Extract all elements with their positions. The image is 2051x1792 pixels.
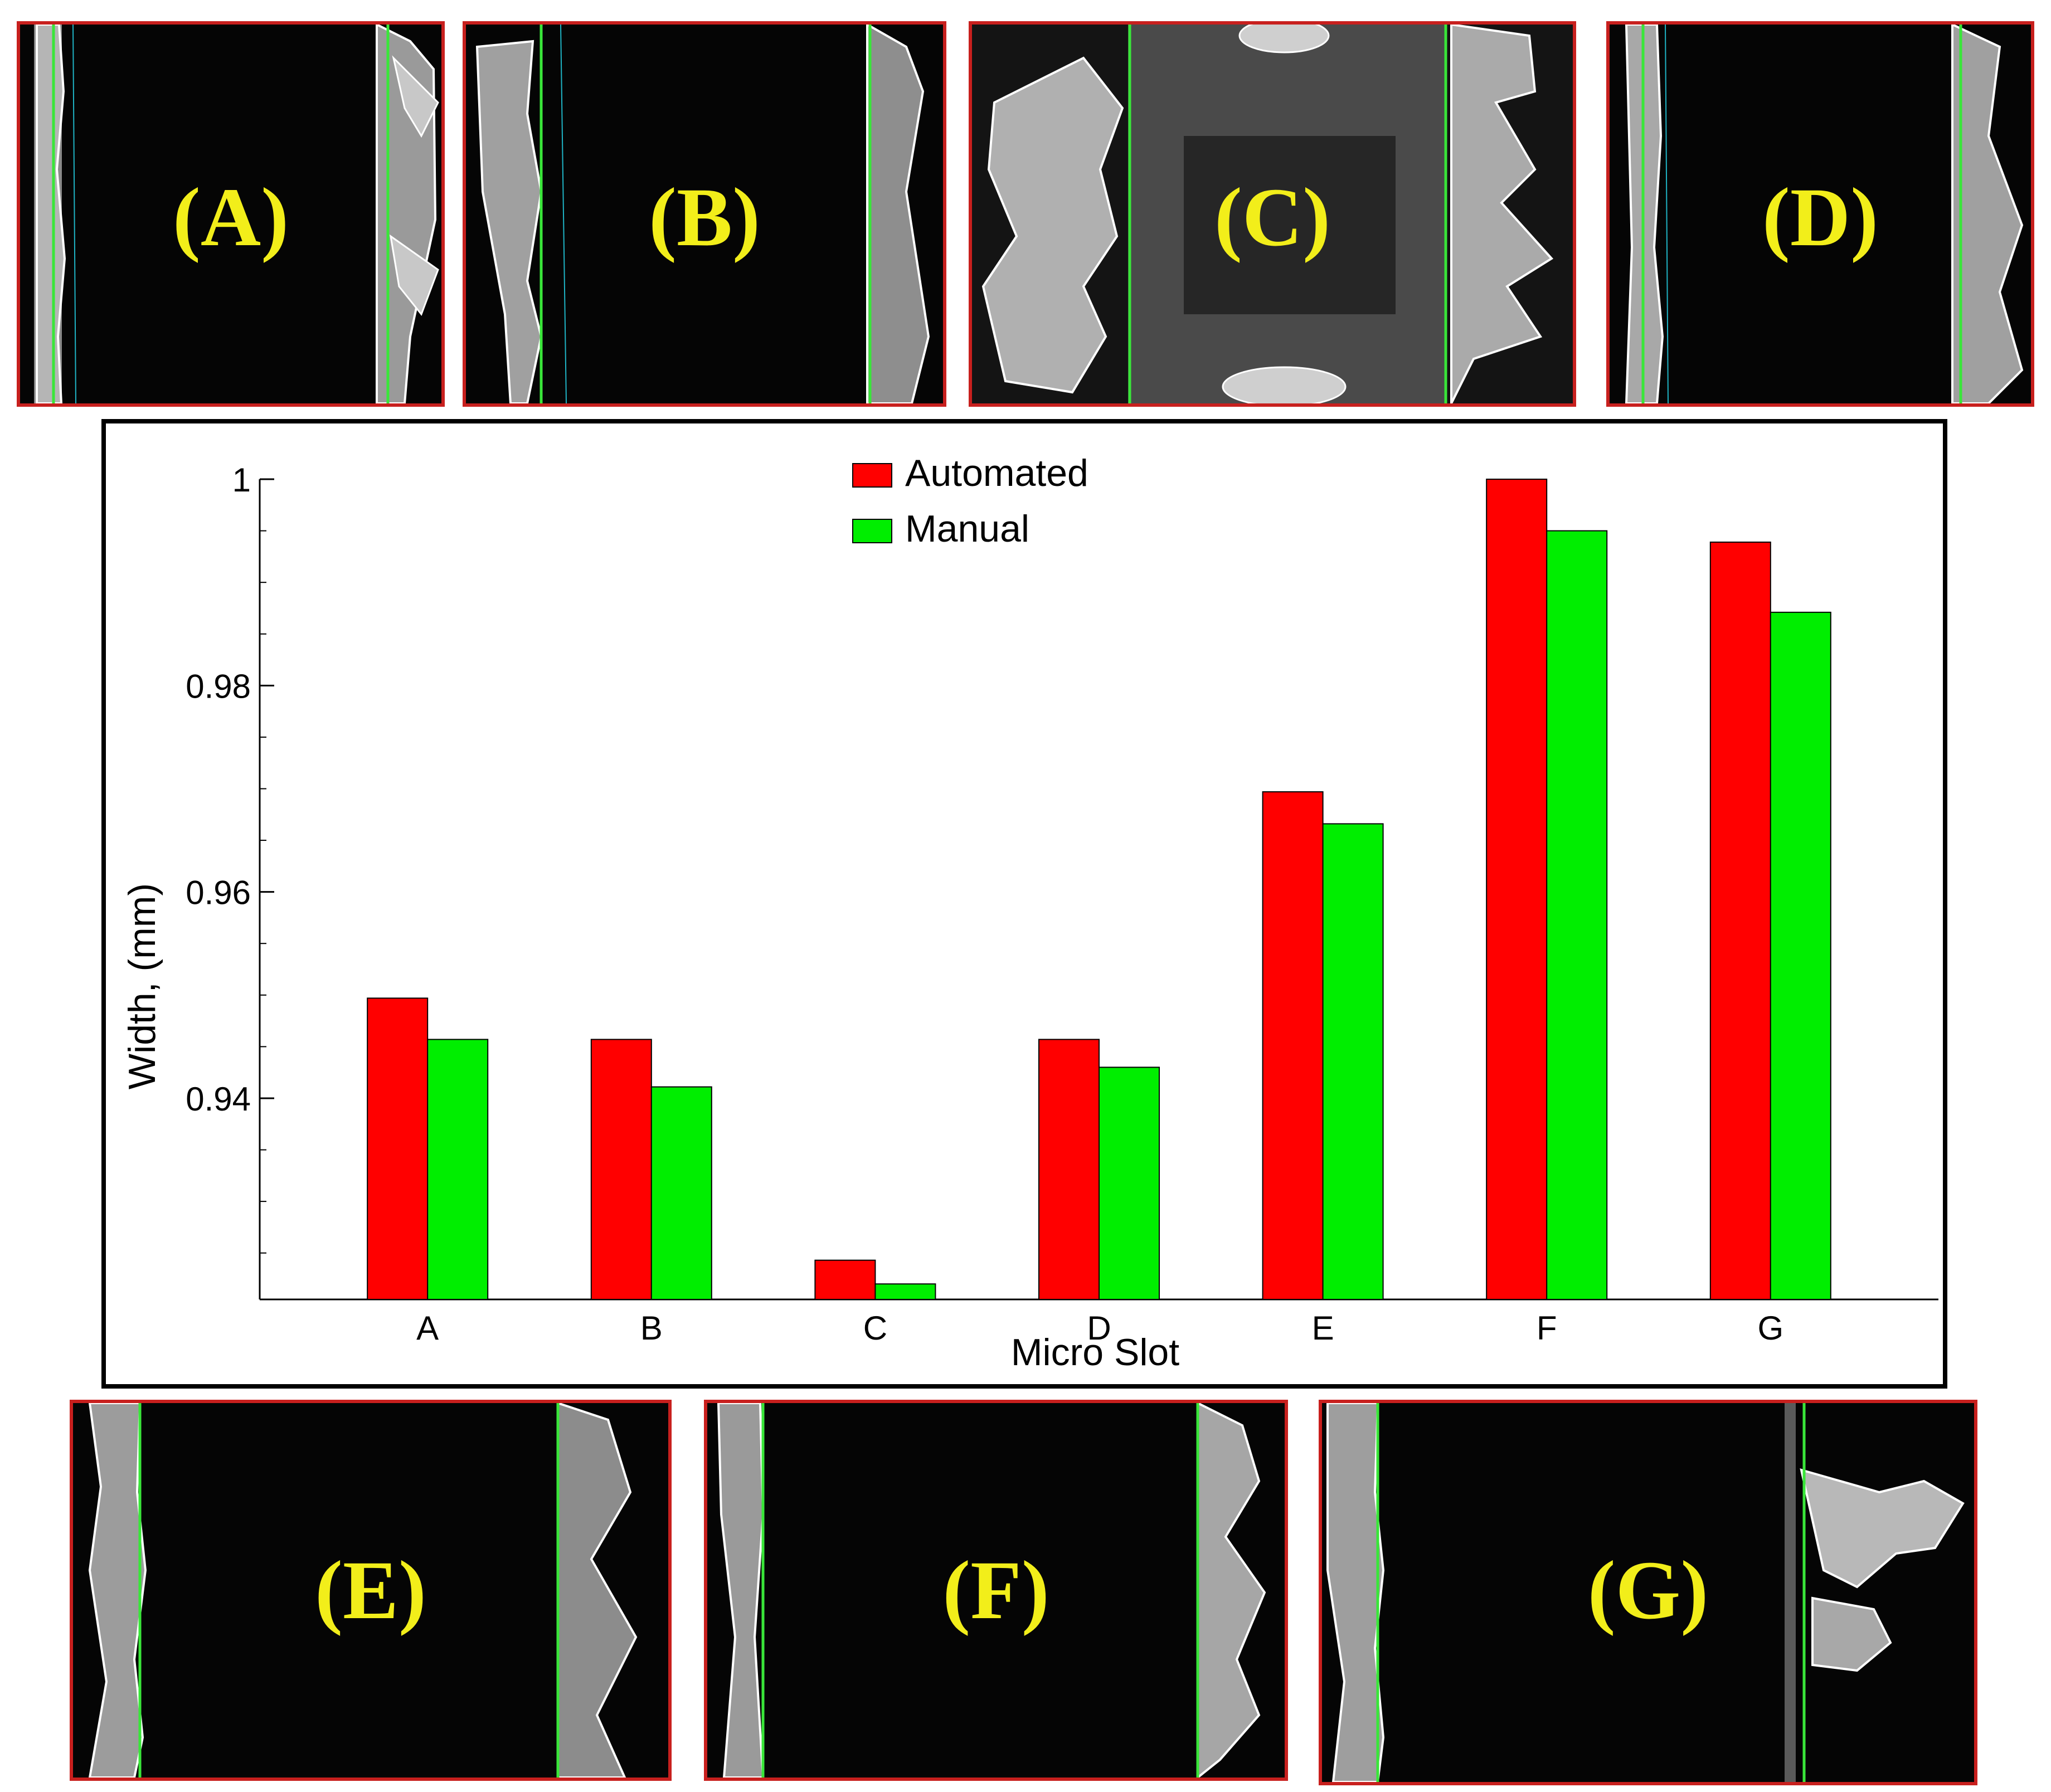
micrograph-panel-e: (E) xyxy=(70,1400,672,1781)
micrograph-panel-b: (B) xyxy=(463,21,946,407)
legend-swatch-automated xyxy=(852,463,892,488)
x-axis-label: Micro Slot xyxy=(1011,1331,1179,1374)
bar-automated-f xyxy=(1486,479,1548,1300)
y-tick-label: 1 xyxy=(232,461,251,499)
chart-axes: 0.94 0.96 0.98 1 A B C D E F G xyxy=(186,461,1938,1347)
panel-d-texture xyxy=(1625,25,2024,403)
micrograph-panel-d: (D) xyxy=(1606,21,2034,407)
micrograph-panel-c: (C) xyxy=(969,21,1576,407)
bar-automated-e xyxy=(1262,791,1324,1300)
x-tick-label: A xyxy=(416,1309,439,1347)
panel-g-texture xyxy=(1326,1403,1965,1782)
bar-manual-e xyxy=(1322,823,1384,1300)
x-tick-label: C xyxy=(863,1309,887,1347)
legend-label-automated: Automated xyxy=(905,452,1088,494)
bar-manual-b xyxy=(650,1086,712,1300)
micrograph-panel-g: (G) xyxy=(1319,1400,1977,1785)
y-tick-label: 0.94 xyxy=(186,1080,251,1118)
panel-label-a: (A) xyxy=(172,171,289,264)
legend-label-manual: Manual xyxy=(905,508,1029,550)
x-tick-label: F xyxy=(1537,1309,1557,1347)
bar-manual-a xyxy=(427,1039,489,1301)
panel-f-texture xyxy=(717,1403,1266,1778)
panel-a-texture xyxy=(34,25,439,403)
micrograph-panel-f: (F) xyxy=(704,1400,1288,1781)
y-tick-label: 0.98 xyxy=(186,668,251,705)
panel-label-g: (G) xyxy=(1587,1544,1709,1637)
bar-automated-b xyxy=(590,1039,652,1301)
bar-manual-g xyxy=(1770,611,1831,1301)
bar-automated-c xyxy=(814,1259,876,1301)
panel-b-texture xyxy=(475,25,930,403)
panel-label-c: (C) xyxy=(1214,171,1331,264)
bar-chart: 0.94 0.96 0.98 1 A B C D E F G Automated Manual Mic… xyxy=(121,452,1938,1374)
x-tick-label: G xyxy=(1757,1309,1783,1347)
bar-manual-c xyxy=(874,1283,936,1301)
bar-manual-f xyxy=(1546,530,1608,1300)
x-tick-label: D xyxy=(1087,1309,1111,1347)
x-tick-label: B xyxy=(640,1309,663,1347)
panel-c-texture xyxy=(972,25,1573,403)
chart-bars xyxy=(367,479,1831,1301)
x-tick-label: E xyxy=(1312,1309,1334,1347)
bar-manual-d xyxy=(1099,1067,1160,1300)
y-axis-label: Width, (mm) xyxy=(121,883,163,1089)
legend-swatch-manual xyxy=(852,519,892,543)
panel-label-e: (E) xyxy=(315,1544,426,1637)
bar-automated-d xyxy=(1038,1039,1100,1301)
chart-frame: 0.94 0.96 0.98 1 A B C D E F G Automated Manual Mic… xyxy=(101,419,1947,1389)
micrograph-panel-a: (A) xyxy=(17,21,445,407)
bar-automated-a xyxy=(367,997,429,1300)
bar-automated-g xyxy=(1709,541,1771,1300)
panel-label-b: (B) xyxy=(649,171,760,264)
panel-label-d: (D) xyxy=(1762,171,1879,264)
chart-legend: Automated Manual xyxy=(852,452,1088,550)
y-tick-label: 0.96 xyxy=(186,874,251,912)
panel-e-texture xyxy=(88,1403,638,1778)
panel-label-f: (F) xyxy=(942,1544,1049,1637)
